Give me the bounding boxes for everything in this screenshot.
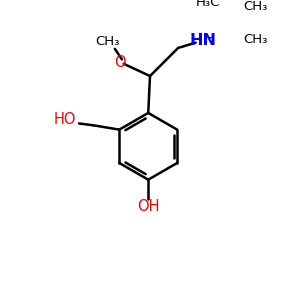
Text: CH₃: CH₃ [243, 0, 268, 13]
Text: CH₃: CH₃ [243, 33, 268, 46]
Text: OH: OH [137, 199, 160, 214]
Text: HN: HN [189, 33, 216, 48]
Text: HO: HO [54, 112, 76, 128]
Text: O: O [114, 56, 126, 70]
Text: CH₃: CH₃ [96, 35, 120, 48]
Text: H₃C: H₃C [196, 0, 220, 9]
